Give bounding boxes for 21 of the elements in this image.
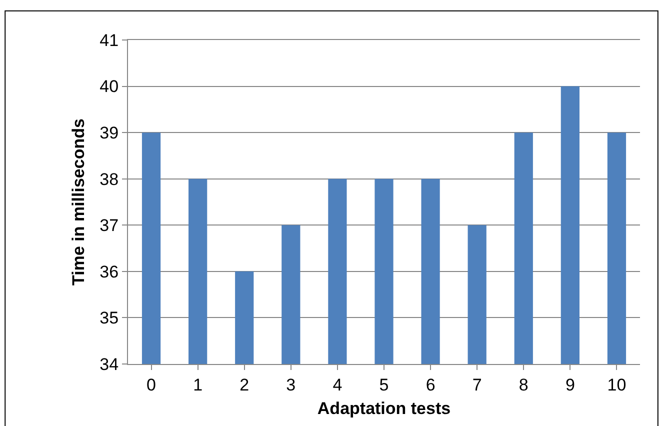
x-tick-label: 4 bbox=[332, 375, 342, 394]
y-tick-label: 35 bbox=[100, 308, 119, 328]
x-tick-label: 2 bbox=[240, 375, 250, 394]
x-tick-label: 6 bbox=[426, 375, 436, 394]
y-tick-label: 34 bbox=[100, 354, 119, 374]
y-tick-label: 39 bbox=[100, 124, 119, 143]
y-axis-title: Time in milliseconds bbox=[69, 118, 88, 286]
x-tick-label: 9 bbox=[565, 375, 575, 394]
x-tick-label: 1 bbox=[193, 375, 203, 394]
y-tick-label: 38 bbox=[100, 170, 119, 189]
x-tick-label: 5 bbox=[379, 375, 389, 394]
x-tick-label: 0 bbox=[146, 375, 156, 394]
x-tick-label: 8 bbox=[518, 375, 528, 394]
x-tick-label: 7 bbox=[472, 375, 482, 394]
y-tick-label: 41 bbox=[100, 30, 119, 50]
y-tick-label: 36 bbox=[100, 262, 119, 282]
x-tick-label: 3 bbox=[286, 375, 296, 394]
y-tick-label: 40 bbox=[100, 77, 119, 96]
x-tick-label: 10 bbox=[607, 375, 626, 394]
x-axis-title: Adaptation tests bbox=[317, 398, 451, 418]
y-tick-label: 37 bbox=[100, 216, 119, 236]
